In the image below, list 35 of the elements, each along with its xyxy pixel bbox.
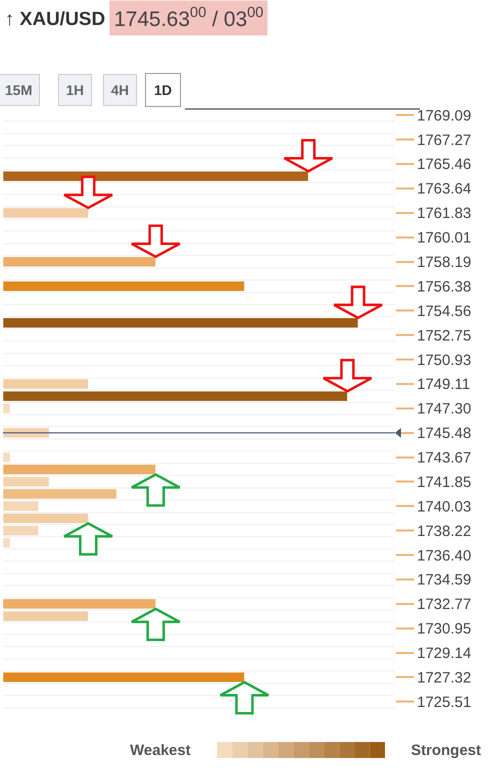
y-tick-label: 1754.56 (417, 302, 472, 320)
y-tick-label: 1763.64 (417, 180, 472, 198)
y-tick-label: 1765.46 (417, 156, 472, 174)
y-tick-label: 1752.75 (417, 327, 472, 344)
bar (3, 610, 88, 622)
text: 4H (111, 82, 129, 98)
y-tick-label: 1760.01 (417, 230, 472, 247)
y-tick-label: 1743.67 (417, 450, 472, 467)
y-tick-label: 1750.93 (417, 352, 472, 369)
y-tick-label: 1727.32 (417, 669, 472, 686)
y-tick-label: 1767.27 (417, 132, 472, 149)
y-tick-label: 1736.40 (417, 547, 472, 564)
y-tick-label: 1745.48 (417, 425, 472, 442)
y-tick-label: 1734.59 (417, 572, 472, 589)
y-tick-label: 1741.85 (417, 474, 472, 491)
chart-title: ↑ XAU/USD (4, 8, 106, 30)
y-tick-label: 1747.30 (417, 400, 472, 418)
text: 1D (154, 82, 172, 98)
text: 1H (66, 82, 84, 98)
text: 15M (5, 82, 32, 98)
y-tick-label: 1749.11 (417, 376, 470, 394)
y-tick-label: 1725.51 (417, 694, 472, 711)
y-tick-label: 1761.83 (417, 205, 472, 222)
y-tick-label: 1732.77 (417, 596, 472, 614)
y-tick-label: 1756.38 (417, 278, 472, 296)
y-tick-label: 1730.95 (417, 620, 472, 638)
bar (3, 280, 245, 292)
chart-subtitle: 1745.63$^{00}$ / 03$^{00}$ (114, 5, 264, 31)
text: Weakest (130, 742, 191, 759)
y-tick-label: 1758.19 (417, 254, 472, 271)
y-tick-label: 1738.22 (417, 522, 472, 540)
y-tick-label: 1769.09 (417, 107, 472, 124)
y-tick-label: 1740.03 (417, 498, 472, 516)
text: Strongest (411, 742, 482, 759)
y-tick-label: 1729.14 (417, 645, 472, 662)
